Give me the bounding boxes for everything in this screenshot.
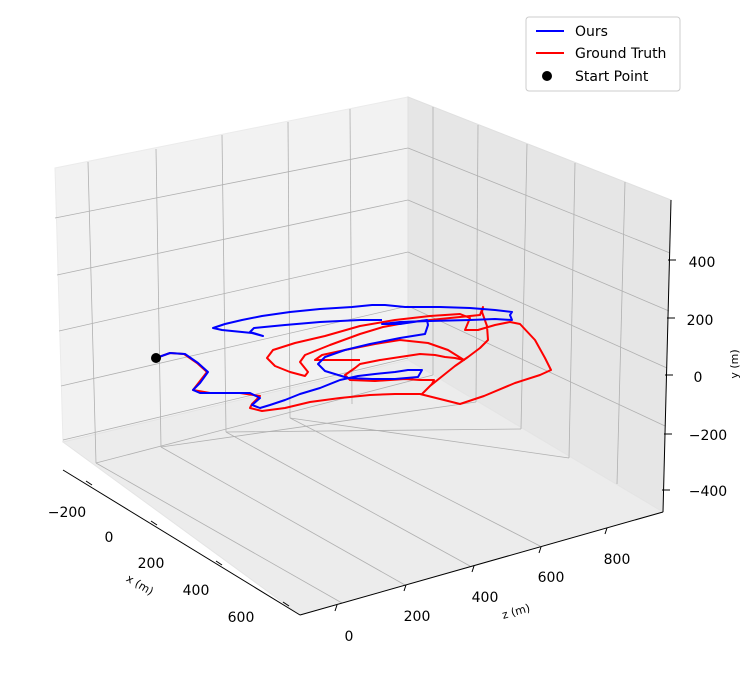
grid-line [289,417,570,459]
grid-line [568,162,576,459]
tick-mark [150,520,158,526]
grid-line [95,462,343,604]
z-axis-line [299,511,664,616]
grid-line [87,161,97,464]
grid-line [160,446,406,586]
x-tick-label: 600 [228,610,255,626]
grid-line [289,417,541,547]
x-axis-label: x (m) [124,572,156,598]
x-tick-label: −200 [48,505,86,521]
tick-mark [85,480,93,486]
grid-line [407,305,666,427]
tick-mark [282,601,290,607]
tick-mark [215,560,223,566]
series-line-ground-truth [155,306,552,412]
x-tick-label: 200 [138,556,165,572]
y-tick-label: 200 [687,313,714,329]
grid-line [616,181,626,485]
grid-line [225,428,522,433]
tick-mark [334,604,338,612]
grid-line [407,251,668,369]
z-tick-label: 400 [472,590,499,606]
legend-box [525,16,681,92]
x-axis-line [62,469,301,616]
legend-label-ground-truth: Ground Truth [575,46,666,62]
grid-line [160,401,477,448]
grid-line [95,374,434,464]
grid-line [155,148,162,448]
legend-swatch-start-point [542,71,552,81]
y-axis-line [662,199,672,513]
grid-line [58,251,409,332]
y-axis-label: y (m) [728,349,741,378]
grid-line [349,108,353,405]
z-axis-label: z (m) [501,601,532,621]
z-tick-label: 0 [345,629,354,645]
z-tick-label: 200 [404,609,431,625]
axes-panes [54,96,672,616]
z-tick-label: 800 [604,552,631,568]
grid-line [56,199,409,276]
axes [62,199,672,616]
y-tick-label: 400 [689,255,716,271]
x-tick-label: 400 [183,583,210,599]
z-tick-label: 600 [538,570,565,586]
legend-label-ours: Ours [575,24,608,40]
axis-ticks [85,259,676,612]
tick-mark [604,527,608,535]
start-point-marker [151,353,161,363]
grid-line [475,124,479,403]
grid-line [225,431,471,567]
grid-line [60,305,409,387]
tick-labels: −200 0 200 400 600 0 200 400 600 800 −40… [48,255,727,645]
y-tick-label: −400 [689,484,727,500]
grid-line [54,147,409,219]
tick-mark [403,584,407,592]
legend-label-start-point: Start Point [575,69,649,85]
x-tick-label: 0 [105,530,114,546]
legend: Ours Ground Truth Start Point [525,16,681,92]
tick-mark [471,565,475,573]
y-tick-label: −200 [689,428,727,444]
grid-line [407,199,670,312]
series-line-ours [155,304,513,409]
series-layer [155,304,552,412]
tick-mark [538,546,542,554]
grid-line [407,147,671,254]
y-tick-label: 0 [694,370,703,386]
